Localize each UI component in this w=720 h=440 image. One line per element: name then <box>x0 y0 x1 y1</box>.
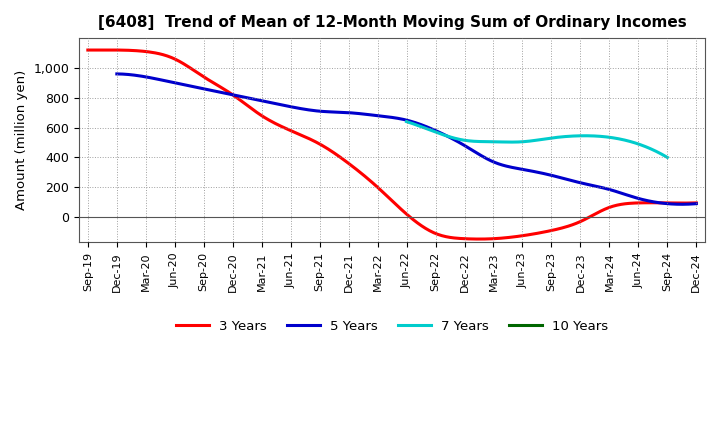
7 Years <box>557 134 566 139</box>
7 Years <box>402 119 411 124</box>
5 Years <box>467 147 476 152</box>
3 Years <box>448 235 456 240</box>
7 Years <box>663 155 672 160</box>
5 Years <box>638 197 647 202</box>
5 Years <box>692 201 701 206</box>
3 Years <box>600 207 609 212</box>
5 Years <box>114 71 123 77</box>
3 Years <box>458 236 467 241</box>
7 Years <box>403 119 412 125</box>
3 Years <box>106 48 114 53</box>
Y-axis label: Amount (million yen): Amount (million yen) <box>15 70 28 210</box>
3 Years <box>84 48 92 53</box>
5 Years <box>112 71 121 77</box>
Legend: 3 Years, 5 Years, 7 Years, 10 Years: 3 Years, 5 Years, 7 Years, 10 Years <box>171 315 614 338</box>
3 Years <box>474 236 483 242</box>
3 Years <box>86 48 94 53</box>
3 Years <box>639 200 648 205</box>
5 Years <box>601 186 610 191</box>
7 Years <box>562 134 570 139</box>
7 Years <box>622 138 631 143</box>
5 Years <box>457 141 466 147</box>
Line: 5 Years: 5 Years <box>117 74 696 204</box>
Line: 3 Years: 3 Years <box>88 50 696 239</box>
Title: [6408]  Trend of Mean of 12-Month Moving Sum of Ordinary Incomes: [6408] Trend of Mean of 12-Month Moving … <box>98 15 686 30</box>
3 Years <box>692 200 701 205</box>
5 Years <box>456 140 464 146</box>
7 Years <box>639 143 647 148</box>
Line: 7 Years: 7 Years <box>407 121 667 158</box>
5 Years <box>677 202 685 207</box>
7 Years <box>557 134 565 139</box>
3 Years <box>446 235 454 240</box>
